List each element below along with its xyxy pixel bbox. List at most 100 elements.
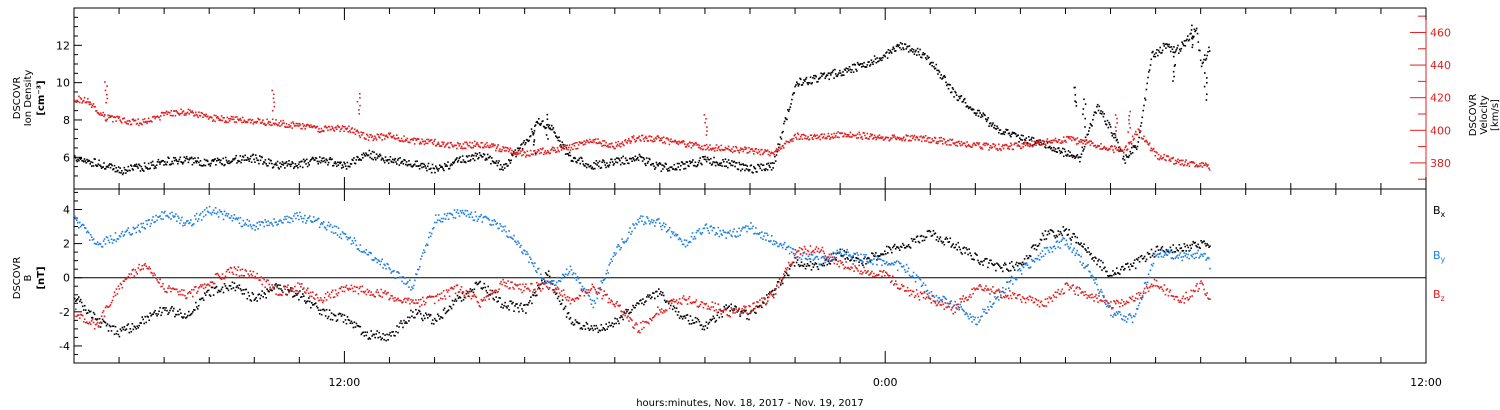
top-ion-density-point [1052,149,1054,152]
top-velocity-point [475,143,478,146]
bottom-bx-point [707,323,710,325]
bottom-bx-point [967,253,969,256]
top-ion-density-point [301,166,304,169]
bottom-bx-point [288,290,290,292]
top-velocity-point [254,121,257,123]
top-ion-density-point [662,164,665,167]
bottom-bx-point [671,308,674,311]
top-velocity-point [212,119,215,121]
bottom-bx-point [295,292,297,295]
bottom-bx-point [201,297,204,299]
bottom-bx-point [589,328,592,330]
top-ion-density-point [1074,157,1076,159]
bottom-bx-point [615,322,617,325]
top-ion-density-point [546,123,549,126]
bottom-bx-point [896,246,899,248]
bottom-by-point [766,232,768,235]
bottom-bx-point [748,318,750,321]
bottom-bx-point [739,315,741,317]
top-spike-point [1116,122,1118,124]
top-velocity-point [1040,144,1042,146]
bottom-by-point [730,234,732,237]
bottom-by-point [189,221,191,224]
top-velocity-point [1081,139,1084,141]
top-velocity-point [1051,141,1054,144]
top-velocity-point [955,141,958,143]
top-ion-density-point [914,50,916,53]
top-velocity-point [654,140,656,142]
bottom-by-point [445,214,448,217]
top-velocity-point [615,141,617,144]
top-ion-density-point [1096,103,1099,106]
bottom-bx-point [571,321,574,324]
top-ion-density-point [941,78,943,80]
bottom-bx-point [273,287,275,289]
bottom-by-point [393,269,395,272]
bottom-bx-point [237,287,240,289]
bottom-bx-point [1144,260,1147,263]
bottom-by-point [95,243,98,245]
top-ion-density-point [1152,55,1155,58]
bottom-bx-point [305,302,307,304]
top-ion-density-point [1123,159,1126,161]
top-ion-density-point [140,165,143,168]
bottom-bx-point [142,318,144,321]
bottom-bx-point [845,251,847,253]
bottom-bx-point [191,312,193,315]
bottom-bx-point [194,309,196,311]
top-ion-density-point [730,164,732,167]
top-ion-density-point [1053,146,1055,149]
bottom-bx-point [296,294,298,296]
bottom-by-point [261,221,263,223]
top-velocity-point [507,147,509,150]
bottom-by-point [400,276,402,279]
top-velocity-point [147,117,150,120]
bottom-bx-point [225,287,228,289]
top-velocity-point [1016,145,1019,147]
top-ion-density-point [765,168,767,170]
top-velocity-point [738,151,740,154]
bottom-bx-point [328,309,331,311]
top-velocity-point [513,151,516,154]
top-velocity-point [549,152,551,154]
top-velocity-point [1062,136,1065,138]
bottom-bx-point [959,248,961,251]
bottom-bx-point [683,315,686,317]
bottom-bx-point [186,316,188,318]
top-ion-density-point [593,162,595,164]
bottom-by-point [195,218,197,220]
top-ion-density-point [893,47,895,50]
top-velocity-point [612,145,615,148]
bottom-bx-point [312,303,315,306]
top-velocity-point [924,140,926,142]
bottom-bx-point [510,300,512,303]
bottom-bx-point [167,313,169,316]
bottom-bx-point [229,285,232,287]
top-velocity-point [355,130,358,133]
bottom-by-point [185,222,187,224]
top-ion-density-point [284,167,286,169]
bottom-bx-point [570,322,573,325]
top-ion-density-point [242,156,245,158]
top-ion-density-point [509,162,512,164]
top-ion-density-point [1184,45,1187,47]
top-velocity-point [614,147,616,150]
top-velocity-point [216,117,218,119]
bottom-by-point [589,298,592,301]
top-velocity-point [225,121,228,124]
top-velocity-point [1060,142,1062,144]
top-velocity-point [136,122,139,125]
bottom-bx-point [856,257,858,260]
top-ion-density-point [1022,134,1024,137]
top-ion-density-point [538,123,541,125]
top-ion-density-point [199,160,202,162]
top-ion-density-point [692,164,695,167]
top-ion-density-point [685,161,688,163]
top-velocity-point [185,114,187,116]
top-velocity-point [717,147,719,149]
bottom-bx-point [1167,251,1170,253]
top-ion-density-point [782,130,784,133]
bottom-bx-point [1198,246,1200,249]
bottom-by-point [138,229,140,232]
bottom-bx-point [693,322,696,324]
